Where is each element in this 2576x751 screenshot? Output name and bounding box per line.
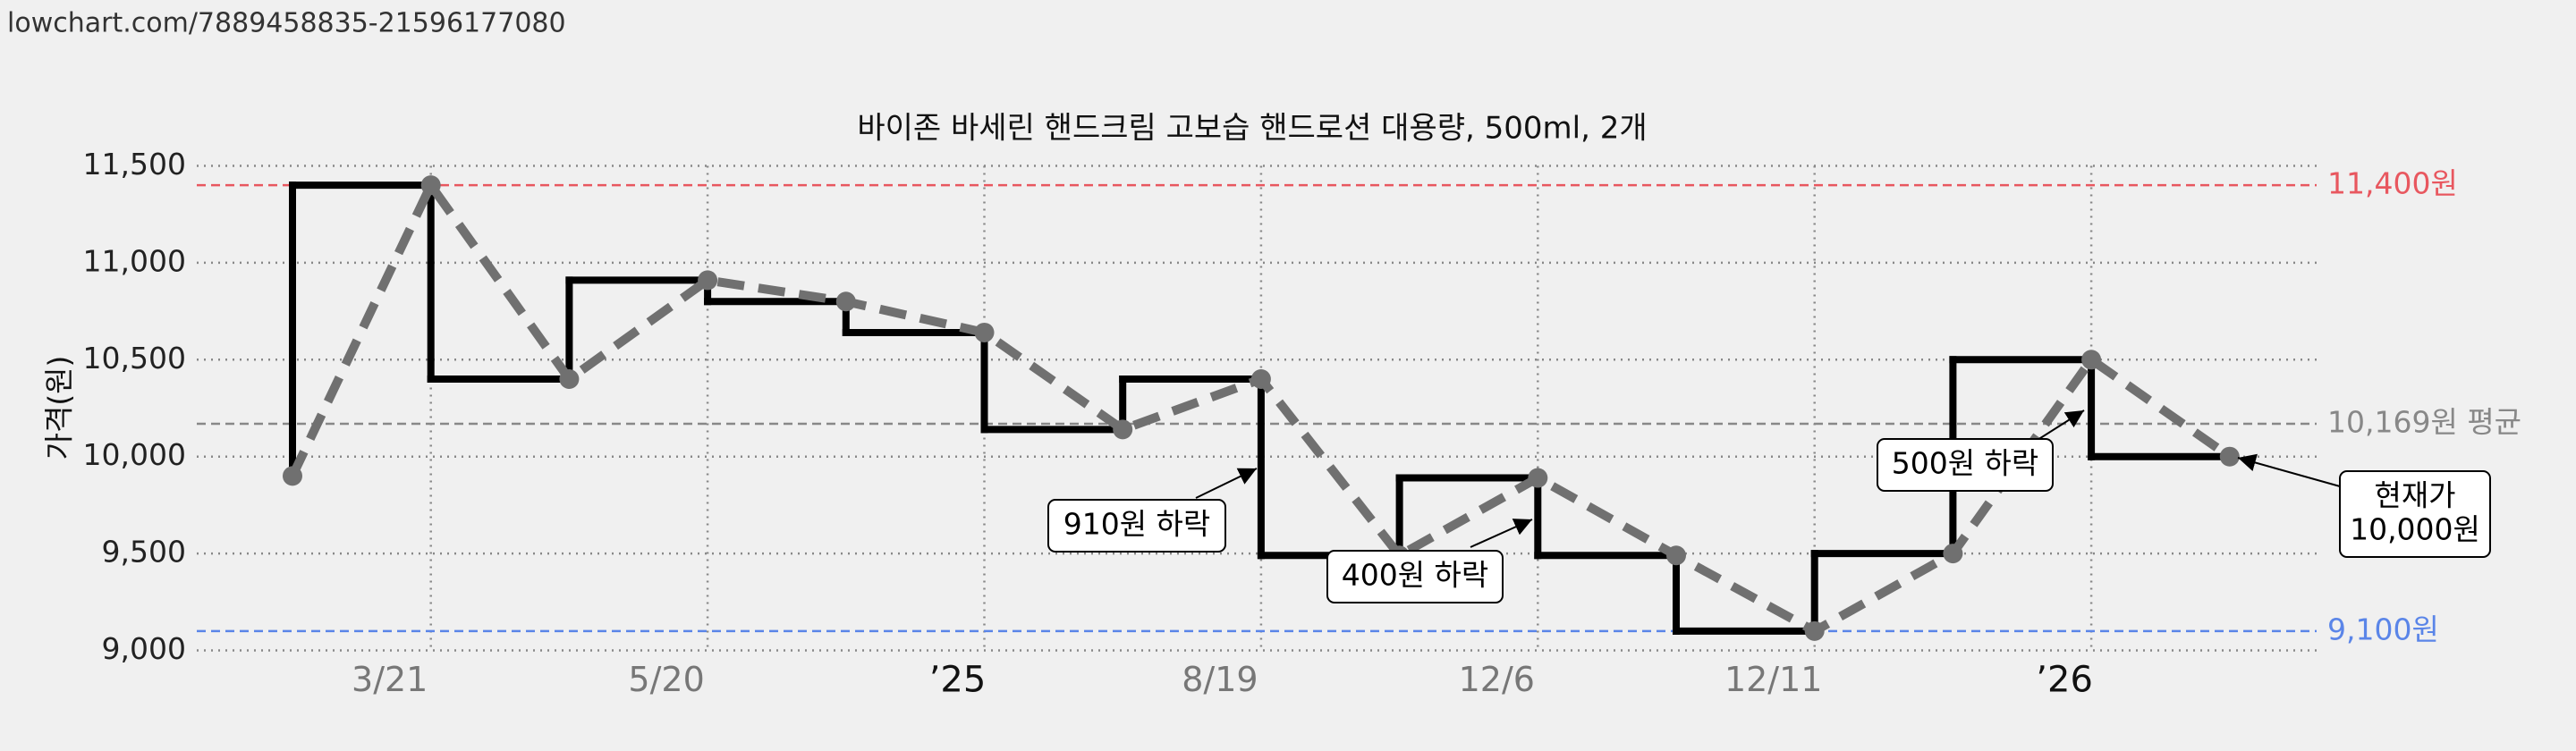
annotation-text: 910원 하락 [1063, 507, 1211, 542]
x-tick-label: 3/21 [352, 660, 428, 699]
point [1943, 544, 1963, 564]
point [1528, 468, 1548, 488]
y-tick-label: 10,500 [83, 341, 186, 376]
point [1250, 368, 1271, 389]
annotation-box [1877, 438, 2054, 492]
annotation-text: 500원 하락 [1892, 446, 2039, 481]
x-tick-label: 8/19 [1182, 660, 1258, 699]
point [1113, 419, 1133, 440]
reference-label: 10,169원 평균 [2327, 405, 2521, 440]
annotation-box [1326, 550, 1504, 603]
annotation-arrow [1470, 519, 1533, 548]
annotation-box [1047, 499, 1226, 553]
x-tick-label: 5/20 [628, 660, 704, 699]
point [974, 322, 995, 342]
annotation-arrow [2037, 409, 2085, 441]
annotation-arrow [2237, 453, 2341, 487]
y-tick-label: 10,000 [83, 437, 186, 472]
point [835, 291, 856, 312]
y-axis-label: 가격(원) [42, 356, 77, 460]
x-tick-label: ’26 [2036, 660, 2093, 701]
point [2219, 446, 2240, 467]
chart-title: 바이존 바세린 핸드크림 고보습 핸드로션 대용량, 500ml, 2개 [857, 111, 1647, 147]
x-tick-label: 12/11 [1724, 660, 1823, 699]
reference-label: 9,100원 [2327, 612, 2439, 646]
annotation-text: 400원 하락 [1342, 558, 1489, 593]
point [420, 175, 441, 196]
point [283, 466, 302, 486]
url: lowchart.com/7889458835-21596177080 [7, 8, 566, 39]
point [1804, 620, 1825, 641]
point [698, 270, 718, 291]
y-tick-label: 9,000 [102, 631, 186, 666]
annotation-box [2339, 470, 2491, 558]
x-tick-label: 12/6 [1459, 660, 1535, 699]
y-tick-label: 9,500 [102, 535, 186, 570]
y-tick-label: 11,000 [83, 243, 186, 278]
annotation-arrow [1195, 468, 1258, 499]
y-tick-label: 11,500 [83, 147, 186, 181]
point [2081, 350, 2102, 370]
reference-label: 11,400원 [2327, 166, 2458, 201]
annotation-text: 10,000원 [2350, 512, 2480, 547]
point [559, 368, 580, 389]
x-tick-label: ’25 [929, 660, 987, 701]
annotation-text: 현재가 [2374, 478, 2455, 513]
point [1666, 545, 1686, 566]
